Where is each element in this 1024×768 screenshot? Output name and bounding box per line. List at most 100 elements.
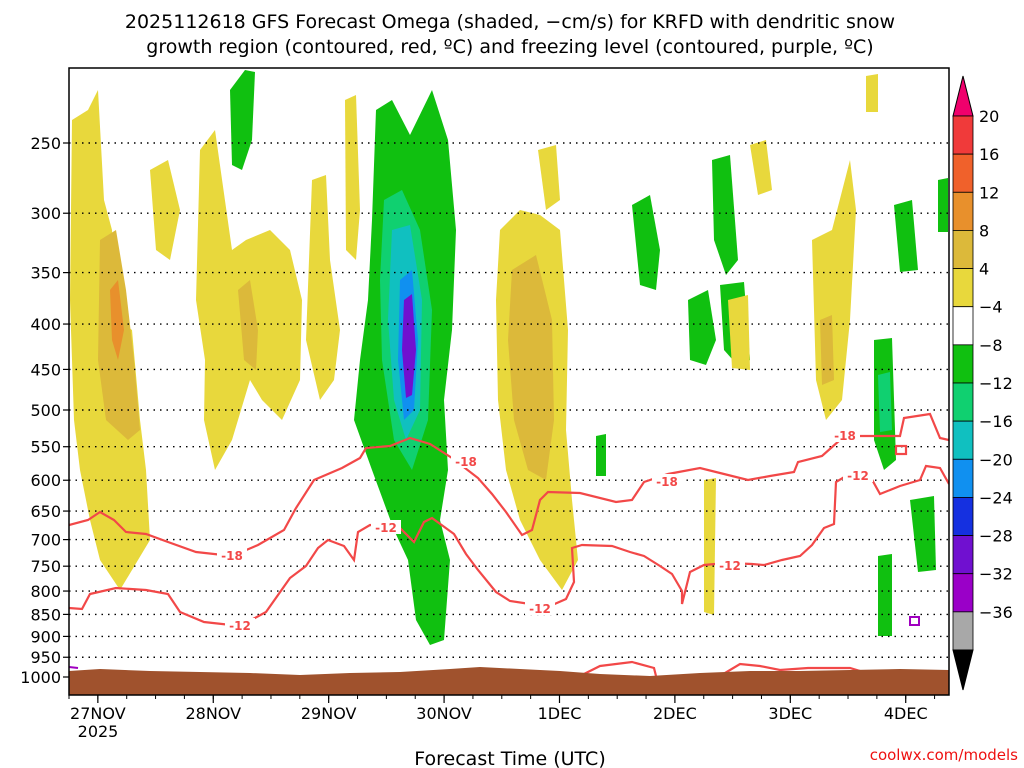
contour-label: -12 xyxy=(719,559,741,573)
colorbar-level-label: −32 xyxy=(979,565,1013,584)
colorbar-swatch xyxy=(952,153,974,193)
contour-label-bg xyxy=(715,558,745,572)
colorbar-level-label: −24 xyxy=(979,488,1013,507)
colorbar-level-label: 12 xyxy=(979,183,999,202)
x-tick-label: 4DEC xyxy=(884,704,928,723)
omega-region-descent-2dec-c xyxy=(712,155,738,275)
colorbar-level-label: −8 xyxy=(979,336,1003,355)
omega-region-ascent-3dec-upper xyxy=(866,74,878,112)
contour-minus18-main xyxy=(69,412,949,558)
y-tick-label: 750 xyxy=(30,557,61,576)
freezing-level-edge xyxy=(68,666,79,669)
colorbar-swatch xyxy=(952,458,974,498)
y-tick-label: 800 xyxy=(30,582,61,601)
contour-label: -12 xyxy=(529,602,551,616)
colorbar-level-label: 8 xyxy=(979,221,989,240)
omega-region-descent-29nov-max xyxy=(402,294,416,398)
omega-region-descent-4dec xyxy=(910,496,936,572)
omega-region-ascent-29nov xyxy=(306,175,340,400)
colorbar-swatch xyxy=(952,573,974,613)
contour-label-bg xyxy=(451,454,481,468)
contour-label: -12 xyxy=(847,469,869,483)
colorbar-level-label: −28 xyxy=(979,527,1013,546)
contour-minus18-small xyxy=(894,444,908,456)
x-axis-year-label: 2025 xyxy=(78,722,119,741)
colorbar-swatch xyxy=(952,230,974,269)
omega-shading xyxy=(70,70,948,645)
colorbar-bottom-arrow xyxy=(952,649,974,691)
colorbar-level-label: −20 xyxy=(979,450,1013,469)
omega-region-descent-3dec-upper xyxy=(894,200,918,272)
contour-label: -18 xyxy=(656,475,678,489)
y-tick-label: 1000 xyxy=(20,668,61,687)
colorbar-swatch xyxy=(952,535,974,575)
y-tick-label: 700 xyxy=(30,531,61,550)
omega-region-descent-2dec-b xyxy=(688,290,716,365)
colorbar-legend: 20 16 12 8 4 −4 −8 −12 −16 −20 −24 −28 −32 −36 xyxy=(952,75,1013,691)
x-axis-title: Forecast Time (UTC) xyxy=(414,748,605,768)
y-tick-label: 950 xyxy=(30,648,61,667)
x-tick-label: 2DEC xyxy=(653,704,697,723)
omega-region-descent-2dec-a xyxy=(632,195,660,290)
plot-frame xyxy=(68,67,950,696)
contour-minus12-surface-b xyxy=(719,662,871,677)
omega-region-descent-3dec-low xyxy=(878,554,892,636)
omega-region-descent-28nov-upper xyxy=(230,70,255,170)
omega-region-descent-1dec xyxy=(596,434,606,476)
colorbar-level-label: −36 xyxy=(979,603,1013,622)
y-tick-label: 600 xyxy=(30,471,61,490)
colorbar-level-label: −12 xyxy=(979,374,1013,393)
y-tick-label: 850 xyxy=(30,605,61,624)
y-tick-label: 400 xyxy=(30,315,61,334)
omega-region-ascent-27nov-upper xyxy=(150,160,180,260)
colorbar-level-label: 4 xyxy=(979,260,989,279)
contour-label-bg xyxy=(652,474,682,488)
colorbar-swatch xyxy=(952,382,974,422)
plot-area: -18 -12 -18 -12 -12 -18 -12 -18 -12 xyxy=(68,67,950,699)
colorbar-level-label: 16 xyxy=(979,145,999,164)
x-axis-ticks: 27NOV 28NOV 29NOV 30NOV 1DEC 2DEC 3DEC 4DEC xyxy=(70,695,928,723)
colorbar-swatch xyxy=(952,420,974,460)
x-tick-label: 27NOV xyxy=(70,704,126,723)
y-tick-label: 450 xyxy=(30,360,61,379)
omega-region-descent-3dec-core xyxy=(878,372,892,432)
omega-region-ascent-27nov-max xyxy=(110,280,124,360)
x-tick-label: 1DEC xyxy=(538,704,582,723)
colorbar-swatch xyxy=(952,191,974,231)
colorbar-swatch xyxy=(952,611,974,651)
contour-minus12-surface-a xyxy=(579,660,658,677)
contour-label-bg xyxy=(843,468,873,482)
colorbar-swatch xyxy=(952,268,974,308)
colorbar-level-label: −16 xyxy=(979,412,1013,431)
x-tick-label: 3DEC xyxy=(768,704,812,723)
omega-region-ascent-2dec xyxy=(750,140,772,195)
colorbar-top-arrow xyxy=(952,75,974,117)
omega-region-ascent-3dec xyxy=(812,160,856,420)
colorbar-swatch xyxy=(952,344,974,384)
contour-label: -12 xyxy=(375,521,397,535)
y-tick-label: 250 xyxy=(30,134,61,153)
contour-minus12-main xyxy=(69,464,949,628)
ground-surface xyxy=(69,667,949,695)
omega-region-ascent-1dec-core xyxy=(508,255,554,480)
contour-label-bg xyxy=(525,601,555,615)
y-tick-label: 500 xyxy=(30,401,61,420)
omega-region-descent-4dec-upper xyxy=(938,178,948,232)
contour-label-bg xyxy=(225,618,255,632)
y-tick-label: 550 xyxy=(30,438,61,457)
contour-labels: -18 -12 -18 -12 -12 -18 -12 -18 -12 xyxy=(217,428,873,633)
colorbar-swatch xyxy=(952,115,974,155)
freezing-level-contours xyxy=(68,616,920,669)
chart-title-line2: growth region (contoured, red, ºC) and f… xyxy=(146,36,873,58)
x-tick-label: 30NOV xyxy=(416,704,472,723)
x-tick-label: 29NOV xyxy=(301,704,357,723)
omega-region-ascent-28nov-core xyxy=(238,280,258,370)
omega-region-ascent-2dec-mid xyxy=(728,295,750,370)
contour-label: -18 xyxy=(455,455,477,469)
colorbar-level-label: 20 xyxy=(979,107,999,126)
y-tick-label: 900 xyxy=(30,627,61,646)
contour-label-bg xyxy=(217,548,247,562)
y-tick-label: 300 xyxy=(30,204,61,223)
y-tick-label: 650 xyxy=(30,502,61,521)
